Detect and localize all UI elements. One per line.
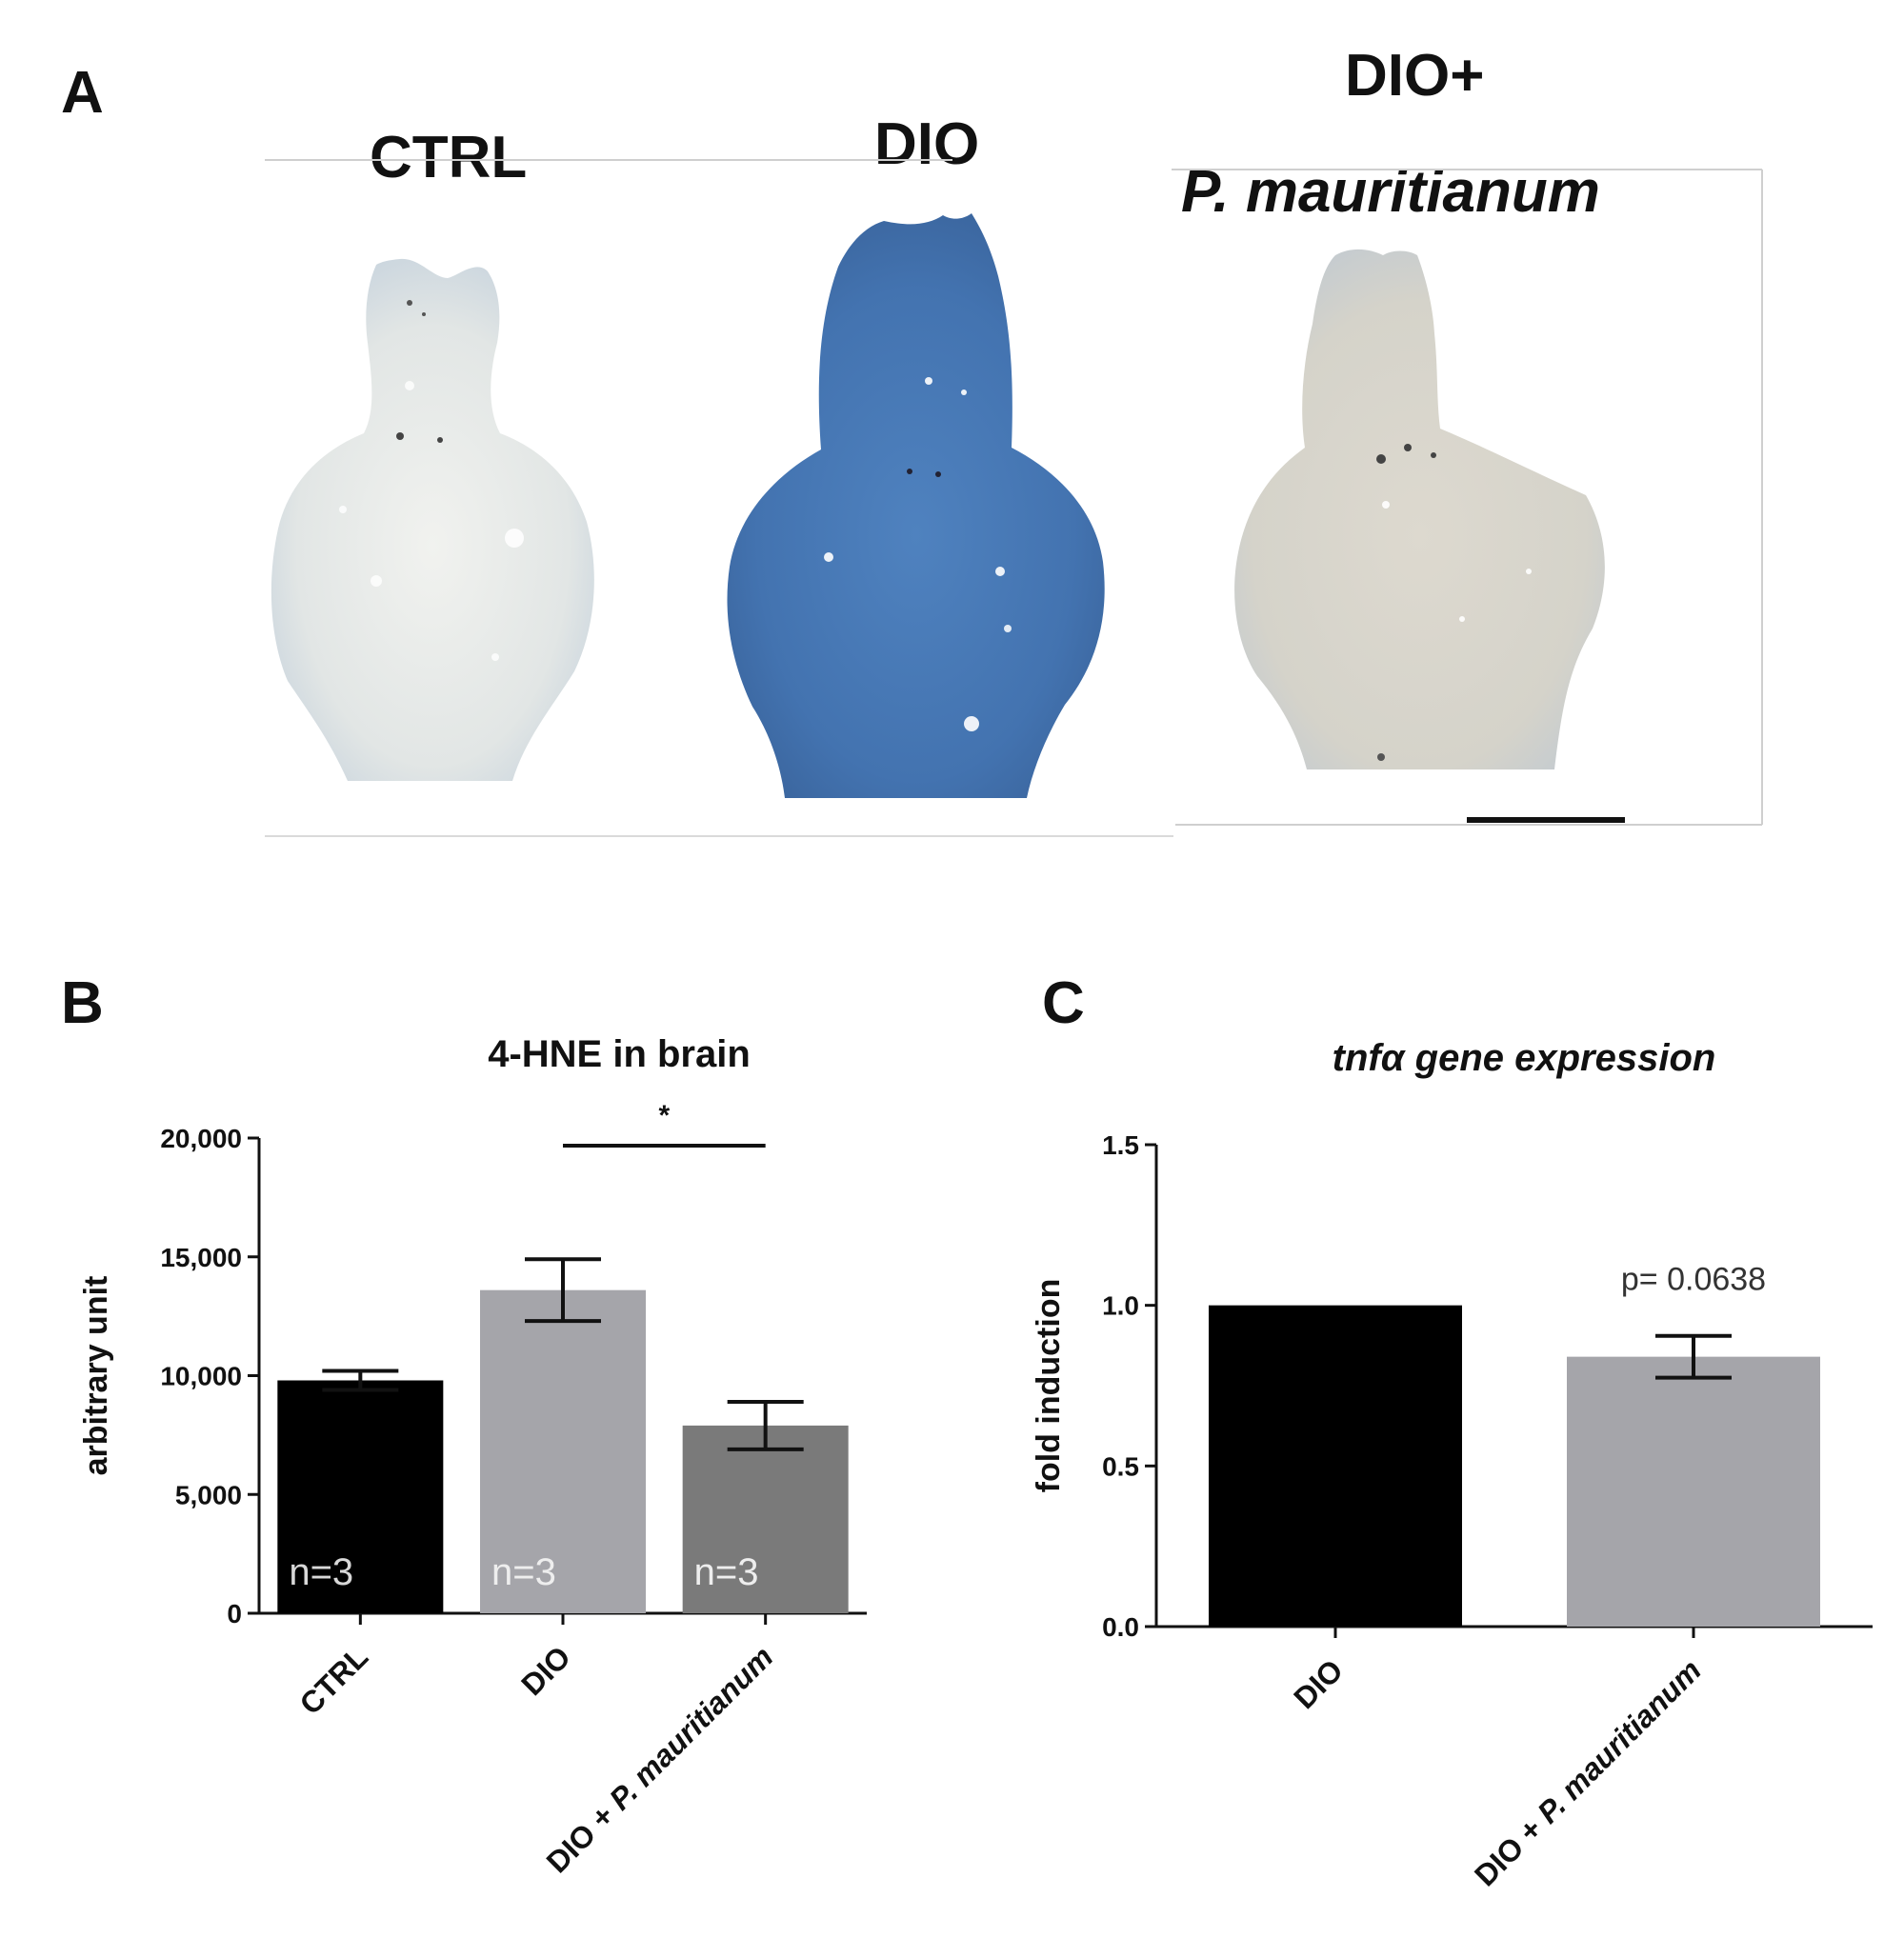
photo-label-dio: DIO <box>874 111 980 177</box>
scale-bar <box>1467 817 1625 823</box>
chart-b-significance-marker: * <box>658 1100 670 1131</box>
chart-b-x-tick-label: DIO + P. mauritianum <box>540 1639 780 1879</box>
chart-b-bar-n-label: n=3 <box>289 1551 353 1593</box>
chart-b-bar <box>682 1425 849 1613</box>
brain-dio <box>727 213 1105 798</box>
chart-c-y-tick-label: 0.5 <box>1102 1451 1139 1481</box>
panel-c-letter: C <box>1042 970 1085 1036</box>
chart-b-x-tick-label: DIO <box>514 1639 577 1702</box>
chart-b-bar <box>480 1289 646 1613</box>
photo-label-dio-plus: DIO+ <box>1345 43 1485 109</box>
photo-label-ctrl: CTRL <box>370 125 528 190</box>
brain-dio-pm <box>1234 249 1605 769</box>
chart-c-x-tick-label: DIO + P. mauritianum <box>1468 1652 1708 1892</box>
chart-b-y-axis-label: arbitrary unit <box>78 1276 114 1476</box>
chart-b-x-tick-label: CTRL <box>293 1639 375 1721</box>
brain-ctrl <box>271 258 594 781</box>
chart-c-y-axis-label: fold induction <box>1031 1279 1067 1493</box>
chart-c-bar <box>1209 1305 1462 1627</box>
chart-c-y-tick-label: 0.0 <box>1102 1612 1139 1642</box>
chart-c-y-tick-label: 1.5 <box>1102 1130 1139 1160</box>
chart-b-bar-n-label: n=3 <box>491 1551 556 1593</box>
chart-c-y-tick-label: 1.0 <box>1102 1291 1139 1321</box>
chart-c-p-value-annotation: p= 0.0638 <box>1621 1262 1766 1298</box>
chart-c-title: tnfα gene expression <box>1333 1037 1716 1079</box>
panel-a-letter: A <box>61 60 104 126</box>
chart-b-y-tick-label: 15,000 <box>160 1243 242 1272</box>
chart-c-bar <box>1567 1356 1820 1627</box>
chart-4hne-in-brain: 4-HNE in brain arbitrary unit 0 5,000 10,000… <box>78 1033 867 1880</box>
brain-photographs <box>265 159 1763 837</box>
chart-b-y-tick-label: 20,000 <box>160 1124 242 1153</box>
chart-b-y-tick-label: 5,000 <box>175 1480 242 1509</box>
chart-b-bar-n-label: n=3 <box>694 1551 759 1593</box>
chart-tnfa-gene-expression: tnfα gene expression fold induction 0.0 0.5… <box>1031 1037 1873 1893</box>
chart-b-y-tick-label: 10,000 <box>160 1362 242 1391</box>
chart-b-y-tick-label: 0 <box>227 1599 242 1628</box>
panel-b-letter: B <box>61 970 104 1036</box>
chart-b-bar <box>277 1380 444 1613</box>
chart-c-x-tick-label: DIO <box>1287 1652 1350 1715</box>
chart-b-title: 4-HNE in brain <box>488 1033 751 1075</box>
